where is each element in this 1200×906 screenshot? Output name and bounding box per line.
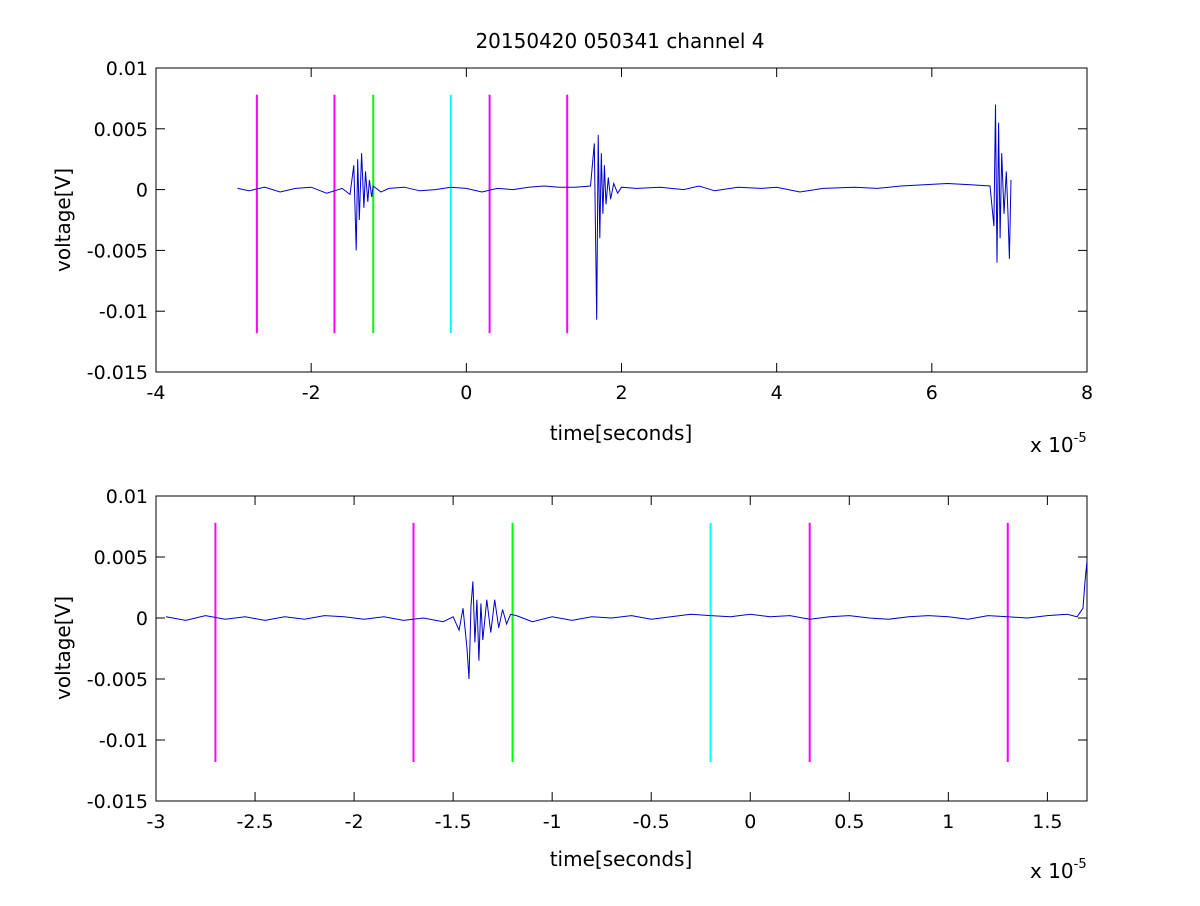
axes-bottom-waveform	[165, 560, 1088, 680]
axes-top-ytick-label: 0	[136, 180, 148, 202]
axes-top-exponent-base: x 10	[1030, 433, 1074, 457]
axes-top-ticks: -4 -2 0 2 4 6 8 -0.015 -0.01 -0.005 0 0.005 0.01	[87, 58, 1093, 404]
axes-top-exponent: x 10-5	[1030, 431, 1087, 457]
axes-bottom-exponent-power: -5	[1074, 857, 1087, 872]
axes-top-box	[155, 67, 1088, 373]
axes-bottom-ytick-label: 0.005	[94, 547, 148, 569]
axes-bottom-xlabel: time[seconds]	[550, 847, 693, 871]
axes-bottom-xtick-label: 1.5	[1032, 811, 1062, 833]
axes-top-xtick-label: 2	[615, 382, 627, 404]
axes-bottom-ytick-label: -0.015	[87, 791, 148, 813]
axes-top-ytick-label: -0.015	[87, 362, 148, 384]
axes-bottom-exponent-base: x 10	[1030, 859, 1074, 883]
axes-bottom-xtick-label: -0.5	[633, 811, 670, 833]
axes-bottom-ytick-label: 0.01	[106, 486, 148, 508]
axes-bottom-ticks: -3 -2.5 -2 -1.5 -1 -0.5 0 0.5 1 1.5 -0.015 -0.01 -0.…	[87, 486, 1087, 833]
axes-bottom-xtick-label: 1	[942, 811, 954, 833]
axes-top-ytick-label: -0.005	[87, 240, 148, 262]
axes-top-xtick-label: 4	[771, 382, 783, 404]
axes-top-waveform	[237, 104, 1012, 320]
axes-bottom-xtick-label: -2	[345, 811, 364, 833]
axes-bottom-box	[155, 495, 1088, 802]
axes-bottom-xtick-label: -1.5	[435, 811, 472, 833]
figure-title: 20150420 050341 channel 4	[475, 29, 764, 53]
axes-bottom-ytick-label: -0.005	[87, 669, 148, 691]
axes-top-ytick-label: 0.01	[106, 58, 148, 80]
axes-bottom-exponent: x 10-5	[1030, 857, 1087, 883]
axes-bottom-ytick-label: 0	[136, 608, 148, 630]
axes-top-markers	[255, 94, 569, 334]
axes-bottom-xtick-label: -1	[543, 811, 562, 833]
axes-top-xtick-label: 8	[1081, 382, 1093, 404]
axes-top-xtick-label: -4	[147, 382, 166, 404]
axes-top-voltage-trace	[237, 104, 1012, 320]
axes-top-xtick-label: 6	[926, 382, 938, 404]
axes-top-ytick-label: 0.005	[94, 119, 148, 141]
axes-bottom-ylabel: voltage[V]	[51, 596, 75, 700]
axes-top: -4 -2 0 2 4 6 8 -0.015 -0.01 -0.005 0 0.005 0.01 tim…	[51, 58, 1093, 457]
axes-top-ylabel: voltage[V]	[51, 168, 75, 272]
axes-top-ytick-label: -0.01	[99, 301, 148, 323]
axes-top-xtick-label: -2	[302, 382, 321, 404]
axes-bottom-xtick-label: 0.5	[834, 811, 864, 833]
axes-bottom-voltage-trace	[165, 560, 1088, 680]
axes-bottom-xtick-label: -3	[147, 811, 166, 833]
axes-top-xlabel: time[seconds]	[550, 421, 693, 445]
axes-bottom-ytick-label: -0.01	[99, 730, 148, 752]
axes-bottom-markers	[214, 522, 1009, 762]
axes-top-xtick-label: 0	[460, 382, 472, 404]
axes-top-exponent-power: -5	[1074, 431, 1087, 446]
axes-bottom: -3 -2.5 -2 -1.5 -1 -0.5 0 0.5 1 1.5 -0.015 -0.01 -0.…	[51, 486, 1088, 883]
axes-bottom-xtick-label: 0	[744, 811, 756, 833]
axes-bottom-xtick-label: -2.5	[237, 811, 274, 833]
